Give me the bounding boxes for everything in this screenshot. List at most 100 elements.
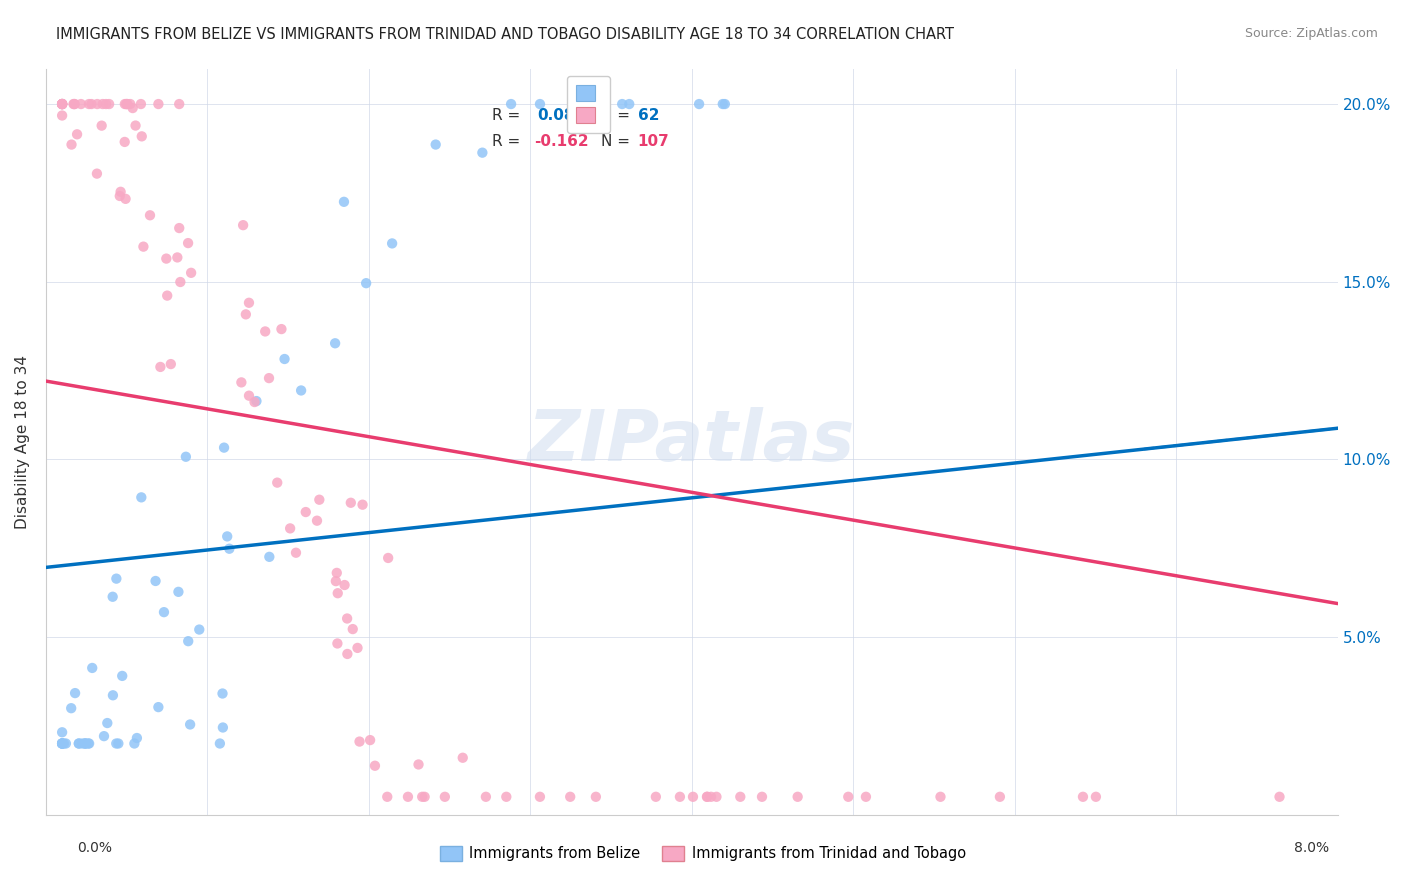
Point <box>411 789 433 804</box>
Point <box>115 97 138 112</box>
Point <box>396 789 419 804</box>
Point <box>90 119 112 133</box>
Point <box>51 97 73 112</box>
Point <box>208 737 231 751</box>
Point <box>77 737 100 751</box>
Point <box>148 97 170 112</box>
Point <box>254 325 277 339</box>
Point <box>75 737 97 751</box>
Point <box>619 97 641 112</box>
Text: 8.0%: 8.0% <box>1294 841 1329 855</box>
Point <box>51 737 73 751</box>
Point <box>471 145 494 160</box>
Point <box>325 574 347 588</box>
Point <box>131 491 153 505</box>
Point <box>114 135 136 149</box>
Point <box>326 586 349 600</box>
Point <box>149 359 172 374</box>
Point <box>336 611 359 625</box>
Point <box>169 275 191 289</box>
Point <box>349 734 371 748</box>
Point <box>837 789 859 804</box>
Point <box>688 97 710 112</box>
Point <box>124 737 146 751</box>
Point <box>80 97 103 112</box>
Point <box>290 384 312 398</box>
Legend: Immigrants from Belize, Immigrants from Trinidad and Tobago: Immigrants from Belize, Immigrants from … <box>434 839 972 867</box>
Point <box>155 252 177 266</box>
Point <box>354 276 377 290</box>
Point <box>51 97 73 112</box>
Point <box>63 97 86 112</box>
Point <box>60 137 83 152</box>
Point <box>91 97 114 112</box>
Point <box>333 194 356 209</box>
Point <box>159 357 181 371</box>
Point <box>110 185 132 199</box>
Point <box>278 521 301 535</box>
Point <box>644 789 666 804</box>
Point <box>326 636 349 650</box>
Point <box>578 97 600 112</box>
Point <box>188 623 211 637</box>
Point <box>117 97 139 112</box>
Point <box>375 789 398 804</box>
Point <box>238 389 260 403</box>
Point <box>929 789 952 804</box>
Point <box>988 789 1011 804</box>
Point <box>308 492 330 507</box>
Point <box>352 498 374 512</box>
Text: 62: 62 <box>637 108 659 123</box>
Point <box>63 686 86 700</box>
Point <box>167 585 190 599</box>
Point <box>495 789 517 804</box>
Point <box>98 97 121 112</box>
Point <box>70 97 93 112</box>
Text: R =: R = <box>492 134 524 149</box>
Point <box>166 251 188 265</box>
Point <box>342 622 364 636</box>
Point <box>51 737 73 751</box>
Point <box>73 737 96 751</box>
Point <box>529 789 551 804</box>
Text: Source: ZipAtlas.com: Source: ZipAtlas.com <box>1244 27 1378 40</box>
Point <box>285 546 308 560</box>
Point <box>475 789 498 804</box>
Point <box>706 789 728 804</box>
Point <box>131 129 153 144</box>
Text: -0.162: -0.162 <box>534 134 589 149</box>
Point <box>167 221 190 235</box>
Text: IMMIGRANTS FROM BELIZE VS IMMIGRANTS FROM TRINIDAD AND TOBAGO DISABILITY AGE 18 : IMMIGRANTS FROM BELIZE VS IMMIGRANTS FRO… <box>56 27 955 42</box>
Point <box>359 733 381 747</box>
Point <box>60 701 83 715</box>
Point <box>67 737 90 751</box>
Point <box>67 737 90 751</box>
Point <box>148 700 170 714</box>
Point <box>115 97 138 112</box>
Point <box>218 541 240 556</box>
Point <box>730 789 752 804</box>
Point <box>114 97 136 112</box>
Point <box>245 394 267 409</box>
Point <box>82 661 104 675</box>
Point <box>180 266 202 280</box>
Point <box>585 789 607 804</box>
Point <box>107 737 129 751</box>
Text: 0.0%: 0.0% <box>77 841 112 855</box>
Text: N =: N = <box>602 108 630 123</box>
Point <box>451 750 474 764</box>
Point <box>66 128 89 142</box>
Point <box>167 97 190 112</box>
Point <box>145 574 167 588</box>
Text: 107: 107 <box>637 134 669 149</box>
Point <box>364 758 387 772</box>
Point <box>1071 789 1094 804</box>
Point <box>232 218 254 232</box>
Point <box>212 441 235 455</box>
Point <box>433 789 456 804</box>
Point <box>711 97 734 112</box>
Point <box>346 640 368 655</box>
Point <box>238 295 260 310</box>
Point <box>529 97 551 112</box>
Text: 0.085: 0.085 <box>537 108 585 123</box>
